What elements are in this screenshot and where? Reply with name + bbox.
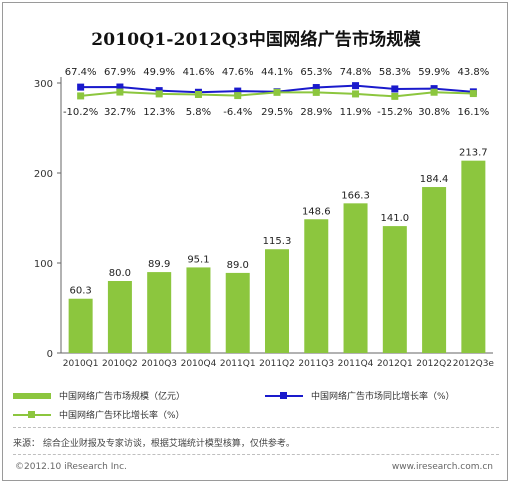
legend-item-qoq: 中国网络广告环比增长率（%） <box>13 408 185 421</box>
x-tick-label: 2011Q3 <box>298 359 334 369</box>
qoq-marker <box>273 88 281 96</box>
qoq-marker <box>391 92 399 100</box>
bar-value-label: 141.0 <box>380 213 409 224</box>
bar <box>461 160 486 353</box>
qoq-value-label: -10.2% <box>63 107 98 118</box>
bar <box>68 298 93 353</box>
legend-item-market-size: 中国网络广告市场规模（亿元） <box>13 389 185 402</box>
qoq-value-label: 12.3% <box>143 107 175 118</box>
chart-frame: 2010Q1-2012Q3中国网络广告市场规模 0 100 200 300 60.3 80… <box>2 2 508 481</box>
yoy-value-label: 41.6% <box>183 67 215 78</box>
qoq-value-label: 29.5% <box>261 107 293 118</box>
qoq-marker <box>312 88 320 96</box>
qoq-value-label: -6.4% <box>223 107 252 118</box>
qoq-value-label: 28.9% <box>300 107 332 118</box>
yoy-value-label: 74.8% <box>340 67 372 78</box>
y-tick-label: 300 <box>34 79 53 90</box>
legend-label-qoq: 中国网络广告环比增长率（%） <box>59 411 185 421</box>
bar-value-label: 60.3 <box>70 286 92 297</box>
yoy-value-label: 43.8% <box>457 67 489 78</box>
qoq-value-label: 5.8% <box>186 107 211 118</box>
qoq-marker <box>234 92 242 100</box>
yoy-value-label: 67.4% <box>65 67 97 78</box>
yoy-marker <box>430 85 438 93</box>
x-tick-label: 2011Q2 <box>259 359 295 369</box>
bar <box>265 249 289 353</box>
qoq-marker <box>352 90 360 98</box>
bar <box>147 272 172 353</box>
bar-value-label: 80.0 <box>109 268 131 279</box>
qoq-marker <box>469 90 477 98</box>
legend-swatch-qoq <box>13 410 51 418</box>
y-tick-label: 0 <box>47 349 53 360</box>
x-tick-label: 2012Q1 <box>377 359 413 369</box>
y-tick-label: 200 <box>34 169 53 180</box>
qoq-value-label: 32.7% <box>104 107 136 118</box>
qoq-value-label: 11.9% <box>340 107 372 118</box>
x-tick-label: 2011Q1 <box>220 359 256 369</box>
legend-label-yoy: 中国网络广告市场同比增长率（%） <box>311 392 455 402</box>
bar <box>422 187 447 353</box>
source-note: 来源： 综合企业财报及专家访谈，根据艾瑞统计模型核算，仅供参考。 <box>13 439 295 449</box>
bar-value-label: 166.3 <box>341 190 370 201</box>
yoy-marker <box>391 85 399 93</box>
legend-label-market-size: 中国网络广告市场规模（亿元） <box>59 392 186 402</box>
bar <box>107 281 132 353</box>
legend-item-yoy: 中国网络广告市场同比增长率（%） <box>265 389 455 402</box>
legend-swatch-bar <box>13 392 51 399</box>
copyright-text: ©2012.10 iResearch Inc. <box>15 462 127 472</box>
bar-value-label: 115.3 <box>263 236 292 247</box>
yoy-marker <box>234 87 242 95</box>
separator-line <box>13 427 499 428</box>
bar-value-label: 89.0 <box>227 260 249 271</box>
yoy-value-label: 44.1% <box>261 67 293 78</box>
yoy-value-label: 47.6% <box>222 67 254 78</box>
yoy-value-label: 59.9% <box>418 67 450 78</box>
qoq-marker <box>155 90 163 98</box>
yoy-marker <box>77 83 85 91</box>
yoy-marker <box>312 84 320 92</box>
yoy-marker <box>352 82 360 90</box>
chart-plot: 0 100 200 300 60.3 80.0 89.9 95.1 89.0 115.3 148.6… <box>34 67 495 369</box>
qoq-marker <box>116 88 124 96</box>
y-tick-label: 100 <box>34 259 53 270</box>
bar <box>225 272 250 353</box>
x-tick-label: 2011Q4 <box>338 359 374 369</box>
bar-value-label: 184.4 <box>420 174 449 185</box>
qoq-marker <box>77 92 85 100</box>
yoy-value-label: 58.3% <box>379 67 411 78</box>
x-tick-label: 2010Q3 <box>141 359 177 369</box>
bar-value-label: 95.1 <box>187 254 209 265</box>
yoy-value-label: 65.3% <box>300 67 332 78</box>
yoy-value-label: 49.9% <box>143 67 175 78</box>
x-tick-label: 2012Q2 <box>416 359 452 369</box>
bar-value-label: 213.7 <box>459 148 488 159</box>
qoq-value-label: 30.8% <box>418 107 450 118</box>
qoq-value-label: -15.2% <box>377 107 412 118</box>
bar <box>304 219 329 353</box>
x-tick-label: 2010Q4 <box>181 359 217 369</box>
bar-value-label: 89.9 <box>148 259 170 270</box>
separator-line <box>13 454 499 455</box>
bar <box>186 267 211 353</box>
qoq-marker <box>194 90 202 98</box>
bar-value-label: 148.6 <box>302 206 331 217</box>
legend-swatch-yoy <box>265 391 303 399</box>
x-tick-label: 2012Q3e <box>453 359 495 369</box>
qoq-marker <box>430 88 438 96</box>
qoq-value-label: 16.1% <box>457 107 489 118</box>
bar <box>382 226 407 353</box>
bar <box>343 203 368 353</box>
x-tick-label: 2010Q2 <box>102 359 138 369</box>
chart-title: 2010Q1-2012Q3中国网络广告市场规模 <box>91 30 421 50</box>
x-tick-label: 2010Q1 <box>63 359 99 369</box>
website-url: www.iresearch.com.cn <box>391 462 493 472</box>
yoy-value-label: 67.9% <box>104 67 136 78</box>
yoy-marker <box>116 83 124 91</box>
